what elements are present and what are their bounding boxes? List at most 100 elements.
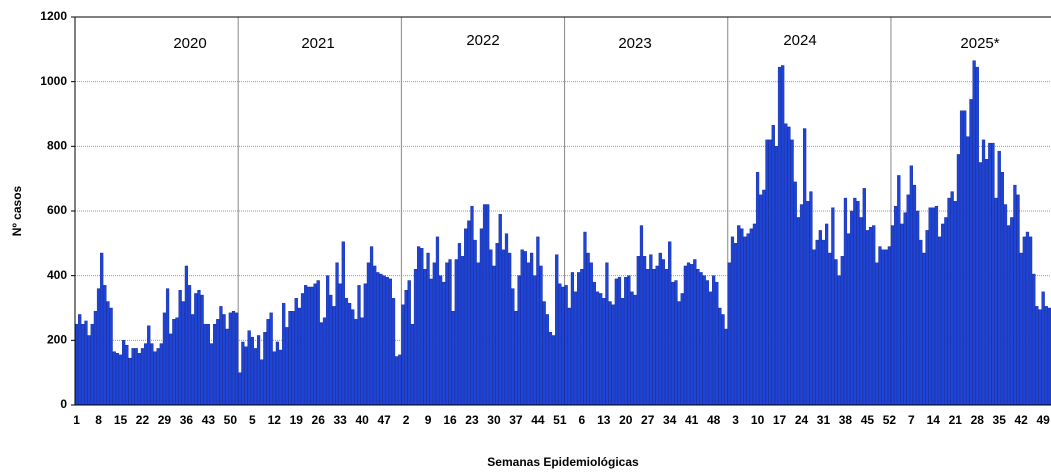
bar: [821, 239, 826, 406]
x-tick-label: 31: [817, 413, 831, 427]
bar: [209, 343, 214, 406]
bar: [919, 239, 923, 406]
bar: [787, 126, 791, 406]
bar: [191, 314, 195, 406]
bar: [724, 328, 728, 406]
bar: [881, 249, 885, 406]
bar: [514, 311, 518, 406]
bar: [755, 171, 760, 406]
y-tick-label: 200: [47, 333, 67, 347]
x-tick-label: 34: [663, 413, 677, 427]
bar: [712, 275, 716, 406]
bar: [868, 226, 873, 406]
bar: [652, 269, 656, 406]
bar: [831, 207, 835, 406]
bar: [460, 256, 465, 406]
bar: [937, 236, 942, 406]
bar: [448, 259, 452, 406]
bar: [106, 301, 110, 406]
bar: [442, 281, 446, 406]
bar: [366, 262, 371, 406]
bar: [156, 348, 160, 406]
bar: [326, 275, 330, 406]
bar: [577, 272, 581, 406]
bar: [470, 205, 474, 406]
bar: [573, 291, 578, 406]
bar: [213, 323, 217, 406]
x-tick-label: 9: [425, 413, 432, 427]
bar: [118, 354, 123, 406]
bar: [994, 197, 998, 406]
bar: [285, 327, 289, 406]
bar: [187, 285, 192, 406]
bar: [256, 335, 261, 406]
bar: [1010, 217, 1014, 406]
bar: [489, 249, 493, 406]
bar: [222, 314, 226, 406]
bar: [608, 301, 612, 406]
bar: [382, 275, 386, 406]
bar: [988, 142, 992, 406]
bar: [172, 319, 176, 406]
y-tick-label: 600: [47, 203, 67, 217]
bar: [435, 236, 440, 406]
bar: [599, 293, 603, 406]
bar: [803, 128, 807, 406]
bar: [169, 333, 173, 406]
bar: [642, 256, 647, 406]
bar: [526, 262, 531, 406]
x-tick-label: 52: [883, 413, 897, 427]
x-tick-label: 40: [355, 413, 369, 427]
bar: [843, 197, 848, 406]
bar: [1041, 291, 1045, 406]
bar: [715, 281, 719, 406]
bar: [545, 314, 549, 406]
bar: [147, 325, 151, 406]
x-tick-label: 28: [971, 413, 985, 427]
bar: [614, 278, 618, 406]
bar: [1038, 309, 1042, 406]
bar: [417, 246, 421, 406]
bar: [878, 246, 882, 406]
bar: [429, 278, 433, 406]
bar: [997, 150, 1001, 406]
bar: [636, 256, 640, 406]
bar: [592, 281, 596, 406]
bar: [548, 332, 553, 406]
year-label: 2022: [466, 32, 499, 49]
bar: [655, 265, 659, 406]
bar: [551, 335, 556, 406]
bar: [1022, 236, 1026, 406]
bar: [482, 204, 487, 406]
bar: [639, 225, 644, 406]
bar: [978, 162, 983, 406]
bar: [567, 307, 571, 406]
bar: [329, 294, 333, 406]
x-tick-label: 35: [993, 413, 1007, 427]
bar: [633, 294, 637, 406]
bar: [953, 201, 957, 406]
bar: [912, 184, 917, 406]
bar: [699, 272, 703, 406]
bar: [1013, 184, 1017, 406]
bar: [752, 223, 757, 406]
bar: [272, 351, 276, 406]
bar: [495, 243, 499, 406]
bar: [266, 319, 270, 406]
bar: [972, 60, 976, 406]
bar: [140, 348, 145, 406]
bar: [165, 288, 170, 406]
bar: [1035, 306, 1039, 406]
x-tick-label: 17: [773, 413, 787, 427]
bar: [278, 349, 283, 406]
x-tick-label: 42: [1015, 413, 1029, 427]
bar: [263, 332, 267, 406]
bar: [131, 348, 135, 406]
x-tick-label: 10: [751, 413, 765, 427]
x-tick-label: 12: [268, 413, 282, 427]
bar: [985, 159, 989, 406]
bar: [395, 356, 399, 406]
bar: [708, 291, 713, 406]
y-axis-title: Nº casos: [10, 185, 24, 236]
bar: [696, 269, 700, 406]
